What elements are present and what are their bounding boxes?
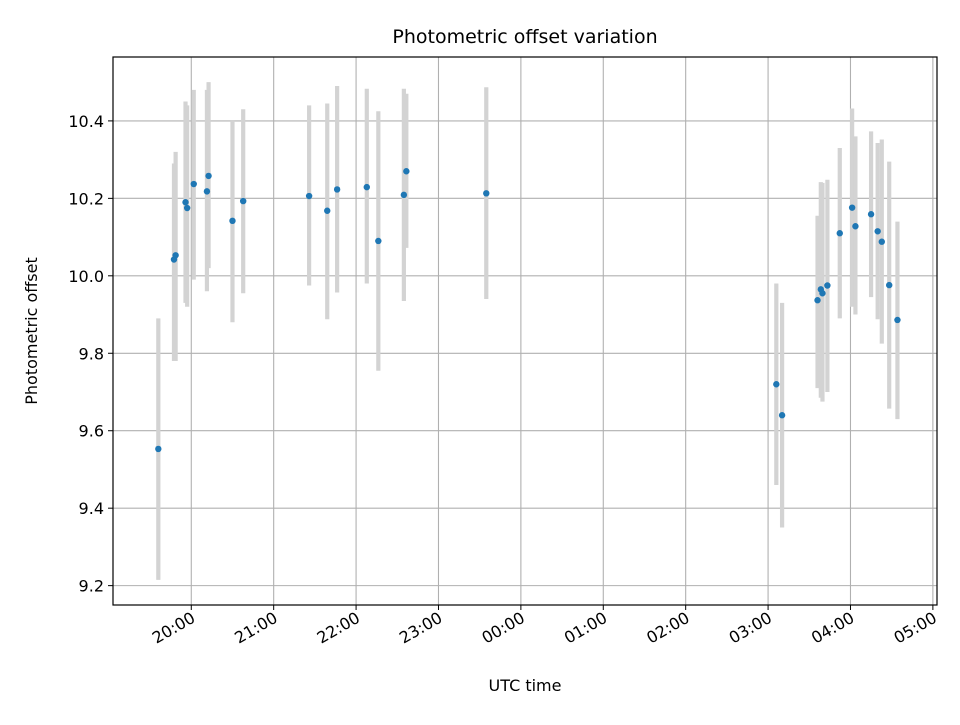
- data-point: [183, 204, 191, 212]
- data-point: [239, 197, 247, 205]
- data-point: [852, 223, 859, 230]
- data-point: [819, 290, 826, 297]
- data-point: [848, 204, 856, 211]
- y-tick-label: 10.0: [68, 267, 104, 286]
- data-point: [305, 192, 313, 200]
- data-point: [182, 199, 189, 206]
- data-point: [824, 282, 831, 289]
- data-point: [400, 191, 408, 199]
- data-point: [333, 186, 341, 193]
- chart-title: Photometric offset variation: [392, 26, 657, 48]
- data-point: [836, 230, 843, 237]
- data-point: [375, 237, 382, 245]
- data-point: [867, 211, 875, 218]
- data-point: [778, 412, 786, 419]
- y-tick-label: 10.2: [68, 189, 104, 208]
- data-point: [155, 445, 162, 453]
- y-axis-label: Photometric offset: [22, 257, 41, 405]
- y-tick-label: 9.2: [79, 577, 104, 596]
- data-point: [363, 183, 370, 191]
- data-point: [886, 281, 893, 289]
- data-point: [205, 172, 212, 180]
- data-point: [878, 238, 885, 245]
- data-point: [229, 217, 236, 225]
- y-axis-ticks: 9.2 9.4 9.6 9.8 10.0 10.2 10.4: [68, 112, 113, 596]
- x-axis-label: UTC time: [489, 676, 562, 695]
- data-point: [203, 188, 211, 195]
- data-point: [874, 228, 881, 235]
- data-point: [894, 316, 901, 324]
- y-tick-label: 10.4: [68, 112, 104, 131]
- data-point: [190, 180, 197, 188]
- y-tick-label: 9.4: [79, 499, 104, 518]
- plot-frame: [112, 56, 938, 606]
- data-point: [403, 168, 410, 175]
- data-point: [483, 190, 490, 197]
- y-tick-label: 9.8: [79, 344, 104, 363]
- y-tick-label: 9.6: [79, 422, 104, 441]
- data-point: [172, 252, 179, 259]
- data-point: [324, 207, 331, 214]
- data-points: [155, 168, 901, 453]
- data-point: [814, 297, 821, 304]
- data-point: [773, 381, 780, 388]
